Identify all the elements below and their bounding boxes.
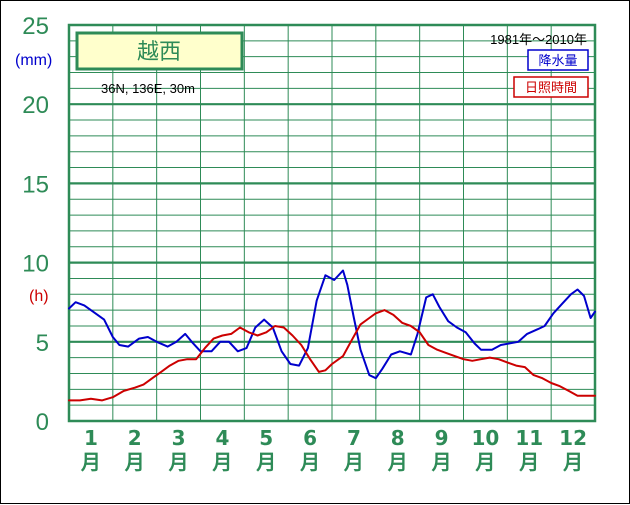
month-number: 1: [84, 426, 98, 450]
month-kanji: 月: [474, 450, 495, 474]
location-label: 36N, 136E, 30m: [101, 81, 195, 96]
month-kanji: 月: [562, 450, 583, 474]
month-number: 6: [303, 426, 317, 450]
y-tick-label: 0: [36, 409, 49, 436]
month-number: 8: [391, 426, 405, 450]
period-label: 1981年〜2010年: [490, 32, 587, 47]
month-kanji: 月: [124, 450, 145, 474]
y-tick-label: 5: [36, 330, 49, 357]
title-box: [75, 31, 244, 71]
legend-sun: 日照時間: [525, 81, 577, 96]
y-tick-label: 25: [22, 13, 49, 40]
y-tick-label: 20: [22, 92, 49, 119]
legend-sun-box: [513, 76, 589, 98]
y-unit-precip: (mm): [15, 52, 52, 69]
month-kanji: 月: [80, 450, 101, 474]
month-kanji: 月: [518, 450, 539, 474]
month-number: 3: [172, 426, 186, 450]
legend-precip: 降水量: [538, 54, 577, 69]
y-tick-labels: 0 5 10 15 20 25: [22, 13, 49, 436]
month-kanji: 月: [343, 450, 364, 474]
month-number: 12: [559, 426, 587, 450]
month-number: 2: [128, 426, 142, 450]
series-line-sun: [68, 309, 596, 402]
month-number: 4: [215, 426, 229, 450]
y-tick-label: 10: [22, 251, 49, 278]
month-number: 11: [515, 426, 543, 450]
chart-title: 越西: [137, 40, 181, 65]
month-kanji: 月: [431, 450, 452, 474]
month-kanji: 月: [168, 450, 189, 474]
month-number: 7: [347, 426, 361, 450]
month-number: 5: [259, 426, 273, 450]
month-kanji: 月: [387, 450, 408, 474]
series: [68, 269, 596, 402]
y-unit-sun: (h): [29, 288, 49, 305]
month-kanji: 月: [299, 450, 320, 474]
month-number: 9: [435, 426, 449, 450]
legend-precip-box: [527, 49, 589, 71]
month-kanji: 月: [255, 450, 276, 474]
month-number: 10: [471, 426, 499, 450]
y-tick-label: 15: [22, 171, 49, 198]
series-line-precip: [68, 269, 596, 380]
month-kanji: 月: [211, 450, 232, 474]
